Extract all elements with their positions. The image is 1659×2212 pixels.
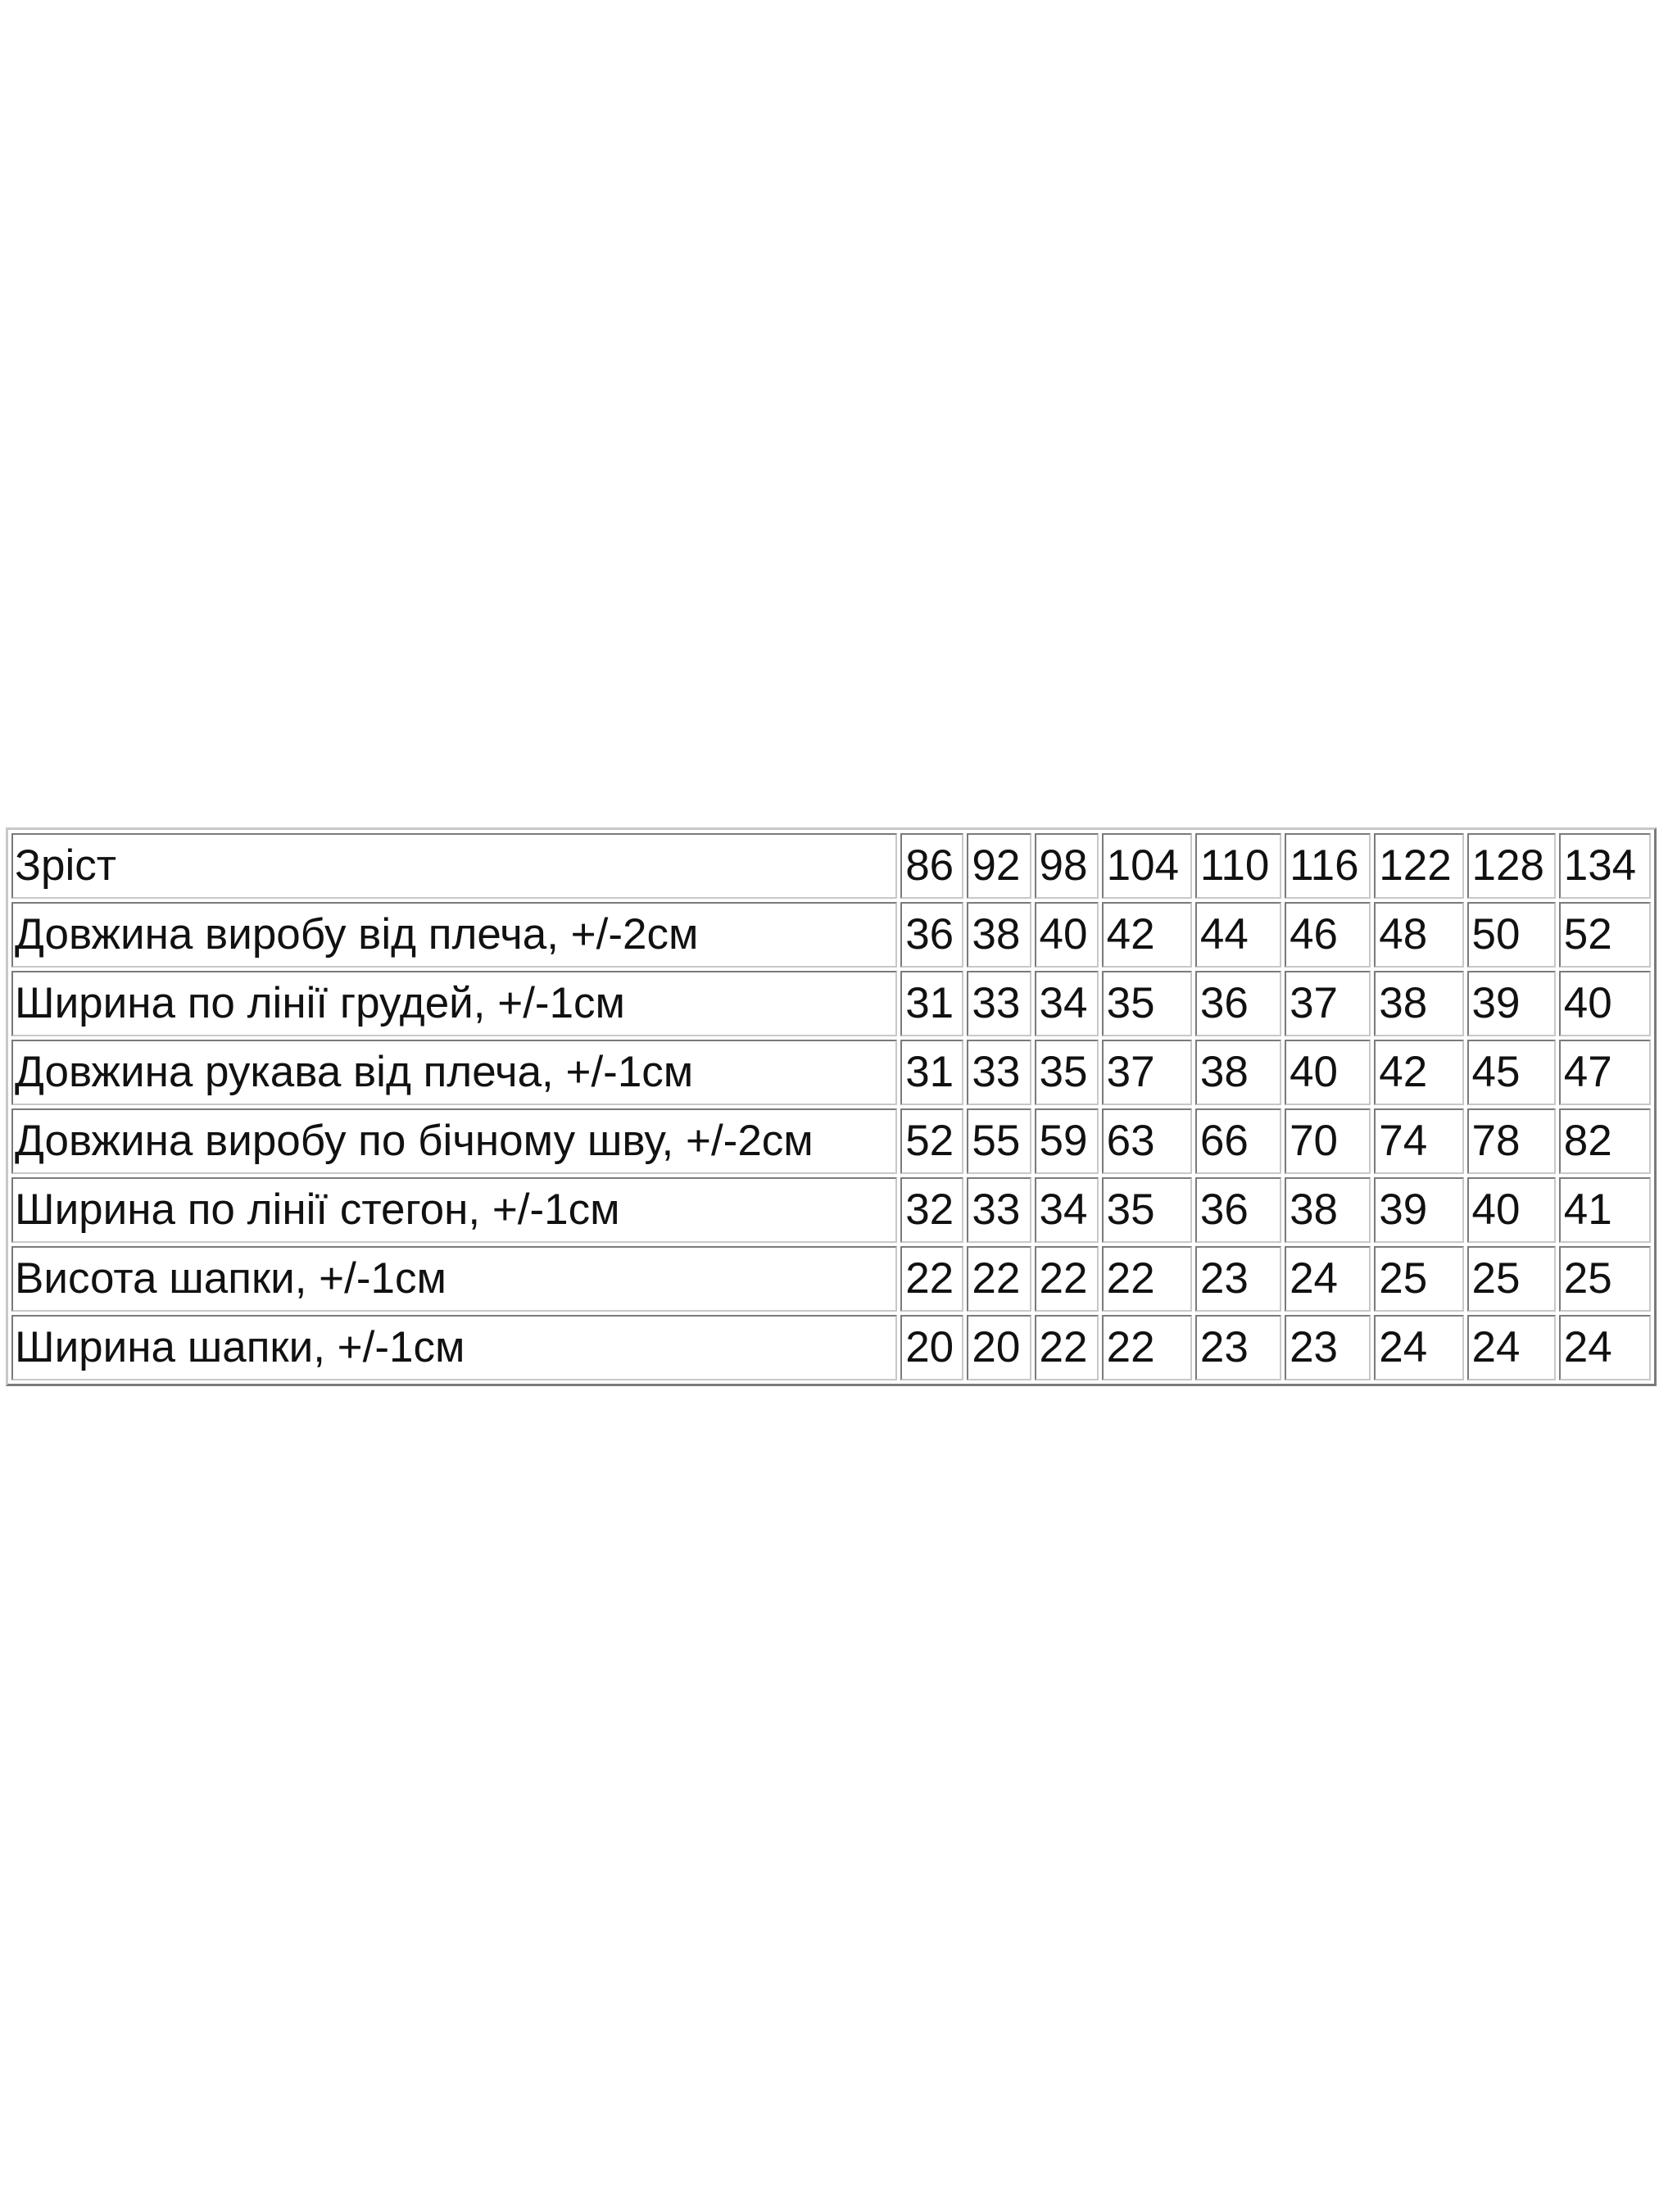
size-cell: 86 bbox=[900, 833, 964, 899]
value-cell: 36 bbox=[1194, 971, 1282, 1036]
row-label: Довжина рукава від плеча, +/-1см bbox=[11, 1040, 898, 1105]
value-cell: 22 bbox=[1101, 1315, 1192, 1380]
value-cell: 37 bbox=[1285, 971, 1371, 1036]
value-cell: 48 bbox=[1374, 902, 1464, 968]
value-cell: 40 bbox=[1558, 971, 1651, 1036]
value-cell: 22 bbox=[900, 1246, 964, 1312]
value-cell: 25 bbox=[1558, 1246, 1651, 1312]
value-cell: 20 bbox=[900, 1315, 964, 1380]
value-cell: 22 bbox=[1034, 1315, 1099, 1380]
value-cell: 40 bbox=[1285, 1040, 1371, 1105]
value-cell: 35 bbox=[1034, 1040, 1099, 1105]
value-cell: 59 bbox=[1034, 1108, 1099, 1174]
value-cell: 32 bbox=[900, 1177, 964, 1243]
row-label: Довжина виробу по бічному шву, +/-2см bbox=[11, 1108, 898, 1174]
value-cell: 38 bbox=[1285, 1177, 1371, 1243]
value-cell: 36 bbox=[1194, 1177, 1282, 1243]
size-cell: 116 bbox=[1285, 833, 1371, 899]
value-cell: 50 bbox=[1466, 902, 1556, 968]
value-cell: 36 bbox=[900, 902, 964, 968]
value-cell: 82 bbox=[1558, 1108, 1651, 1174]
value-cell: 23 bbox=[1194, 1315, 1282, 1380]
value-cell: 35 bbox=[1101, 971, 1192, 1036]
table-row: Висота шапки, +/-1см 22 22 22 22 23 24 25 25 25 bbox=[11, 1246, 1651, 1312]
value-cell: 70 bbox=[1285, 1108, 1371, 1174]
row-label: Ширина по лінії грудей, +/-1см bbox=[11, 971, 898, 1036]
value-cell: 42 bbox=[1101, 902, 1192, 968]
row-label: Ширина шапки, +/-1см bbox=[11, 1315, 898, 1380]
size-cell: 134 bbox=[1558, 833, 1651, 899]
value-cell: 38 bbox=[1374, 971, 1464, 1036]
value-cell: 52 bbox=[900, 1108, 964, 1174]
table-row: Довжина виробу по бічному шву, +/-2см 52 5… bbox=[11, 1108, 1651, 1174]
value-cell: 34 bbox=[1034, 1177, 1099, 1243]
value-cell: 42 bbox=[1374, 1040, 1464, 1105]
value-cell: 24 bbox=[1285, 1246, 1371, 1312]
size-cell: 92 bbox=[967, 833, 1031, 899]
row-label: Висота шапки, +/-1см bbox=[11, 1246, 898, 1312]
value-cell: 40 bbox=[1034, 902, 1099, 968]
row-label: Зріст bbox=[11, 833, 898, 899]
value-cell: 33 bbox=[967, 1040, 1031, 1105]
row-label: Довжина виробу від плеча, +/-2см bbox=[11, 902, 898, 968]
value-cell: 52 bbox=[1558, 902, 1651, 968]
value-cell: 22 bbox=[1101, 1246, 1192, 1312]
value-cell: 38 bbox=[967, 902, 1031, 968]
value-cell: 24 bbox=[1466, 1315, 1556, 1380]
value-cell: 34 bbox=[1034, 971, 1099, 1036]
value-cell: 44 bbox=[1194, 902, 1282, 968]
value-cell: 39 bbox=[1466, 971, 1556, 1036]
value-cell: 23 bbox=[1285, 1315, 1371, 1380]
value-cell: 33 bbox=[967, 971, 1031, 1036]
value-cell: 24 bbox=[1558, 1315, 1651, 1380]
value-cell: 47 bbox=[1558, 1040, 1651, 1105]
table-row: Ширина по лінії стегон, +/-1см 32 33 34 35 36… bbox=[11, 1177, 1651, 1243]
value-cell: 25 bbox=[1374, 1246, 1464, 1312]
value-cell: 55 bbox=[967, 1108, 1031, 1174]
row-label: Ширина по лінії стегон, +/-1см bbox=[11, 1177, 898, 1243]
header-row: Зріст 86 92 98 104 110 116 122 128 134 bbox=[11, 833, 1651, 899]
value-cell: 37 bbox=[1101, 1040, 1192, 1105]
value-cell: 22 bbox=[967, 1246, 1031, 1312]
table-row: Ширина по лінії грудей, +/-1см 31 33 34 35 36… bbox=[11, 971, 1651, 1036]
value-cell: 33 bbox=[967, 1177, 1031, 1243]
table-row: Ширина шапки, +/-1см 20 20 22 22 23 23 24 24 24 bbox=[11, 1315, 1651, 1380]
size-cell: 104 bbox=[1101, 833, 1192, 899]
size-cell: 128 bbox=[1466, 833, 1556, 899]
value-cell: 41 bbox=[1558, 1177, 1651, 1243]
table-row: Довжина виробу від плеча, +/-2см 36 38 40 42… bbox=[11, 902, 1651, 968]
value-cell: 24 bbox=[1374, 1315, 1464, 1380]
value-cell: 45 bbox=[1466, 1040, 1556, 1105]
value-cell: 31 bbox=[900, 971, 964, 1036]
value-cell: 78 bbox=[1466, 1108, 1556, 1174]
value-cell: 46 bbox=[1285, 902, 1371, 968]
value-cell: 38 bbox=[1194, 1040, 1282, 1105]
value-cell: 25 bbox=[1466, 1246, 1556, 1312]
value-cell: 66 bbox=[1194, 1108, 1282, 1174]
value-cell: 20 bbox=[967, 1315, 1031, 1380]
value-cell: 63 bbox=[1101, 1108, 1192, 1174]
table-row: Довжина рукава від плеча, +/-1см 31 33 35 37… bbox=[11, 1040, 1651, 1105]
value-cell: 39 bbox=[1374, 1177, 1464, 1243]
size-table: Зріст 86 92 98 104 110 116 122 128 134 Довжина вир… bbox=[6, 827, 1657, 1386]
value-cell: 40 bbox=[1466, 1177, 1556, 1243]
size-cell: 122 bbox=[1374, 833, 1464, 899]
size-cell: 110 bbox=[1194, 833, 1282, 899]
value-cell: 22 bbox=[1034, 1246, 1099, 1312]
value-cell: 31 bbox=[900, 1040, 964, 1105]
size-cell: 98 bbox=[1034, 833, 1099, 899]
value-cell: 23 bbox=[1194, 1246, 1282, 1312]
value-cell: 74 bbox=[1374, 1108, 1464, 1174]
value-cell: 35 bbox=[1101, 1177, 1192, 1243]
